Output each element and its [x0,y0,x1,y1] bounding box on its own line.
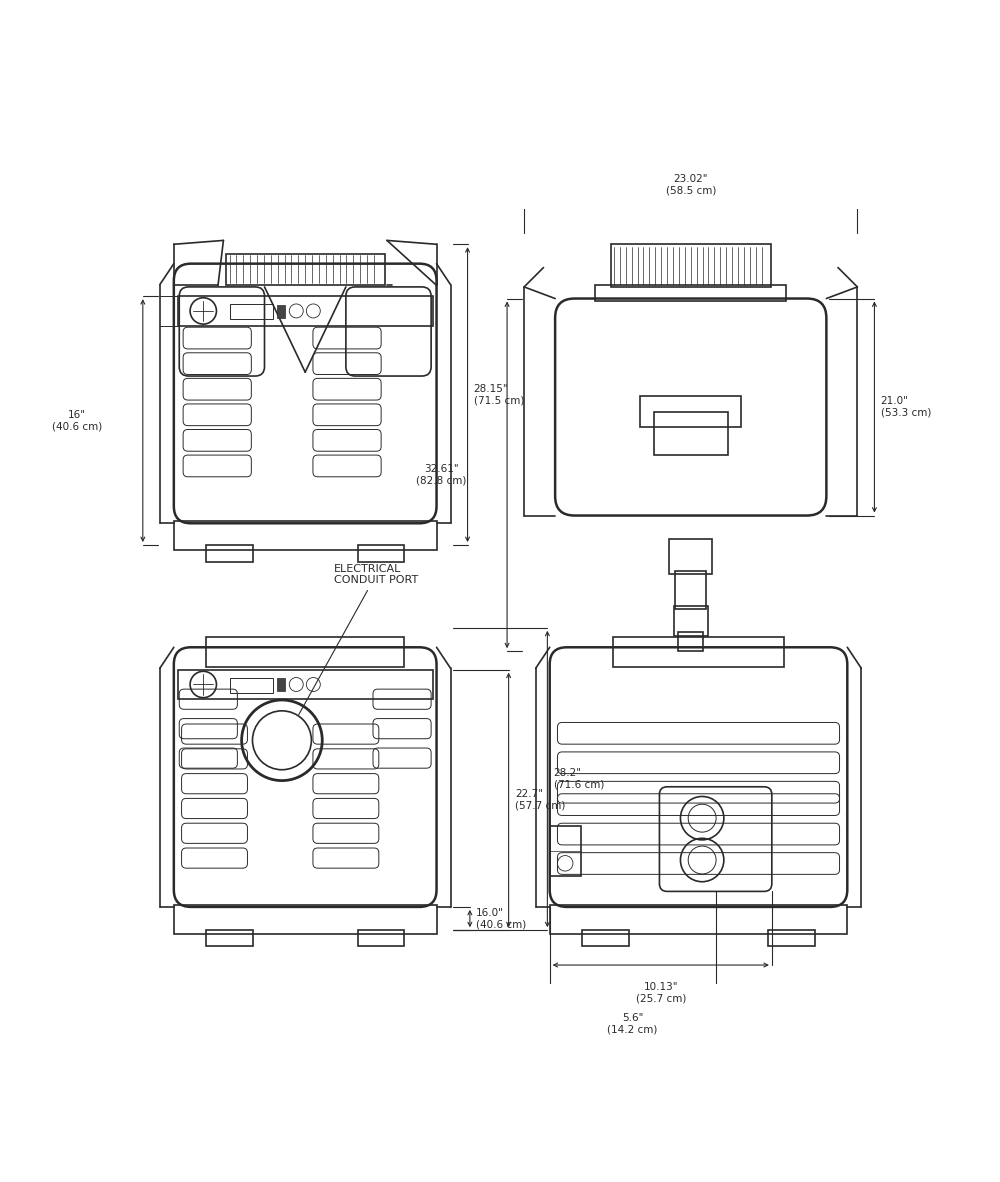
Text: 5.6"
(14.2 cm): 5.6" (14.2 cm) [607,1013,658,1034]
Bar [277,678,285,691]
Text: 32.61"
(82.8 cm): 32.61" (82.8 cm) [416,465,466,486]
Bar [174,521,437,551]
Bar [669,539,712,573]
Text: 22.7"
(57.7 cm): 22.7" (57.7 cm) [515,790,565,811]
Text: 28.15"
(71.5 cm): 28.15" (71.5 cm) [474,384,524,405]
Bar [178,670,433,700]
Bar [595,285,786,301]
Bar [582,930,629,946]
Text: 16.0"
(40.6 cm): 16.0" (40.6 cm) [476,908,526,929]
Bar [674,606,708,636]
Bar [550,825,581,876]
Bar [358,930,404,946]
Text: 28.2"
(71.6 cm): 28.2" (71.6 cm) [554,768,604,790]
Text: 16"
(40.6 cm): 16" (40.6 cm) [52,410,102,431]
Bar [277,305,285,318]
FancyBboxPatch shape [559,303,822,512]
Bar [206,637,404,667]
Bar [768,930,815,946]
Bar [230,677,273,693]
Bar [550,904,847,934]
Bar [675,571,706,609]
Bar [640,396,741,428]
Text: ELECTRICAL
CONDUIT PORT: ELECTRICAL CONDUIT PORT [299,564,418,715]
Text: 23.02"
(58.5 cm): 23.02" (58.5 cm) [666,174,716,195]
Bar [678,632,703,651]
Bar [230,304,273,319]
Bar [358,545,404,561]
Bar [226,254,385,285]
Bar [206,545,253,561]
Bar [206,930,253,946]
Bar [613,637,784,667]
Bar [178,297,433,326]
Bar [611,245,771,287]
Bar [654,413,728,455]
Text: 21.0"
(53.3 cm): 21.0" (53.3 cm) [881,396,931,417]
Bar [174,904,437,934]
Text: 10.13"
(25.7 cm): 10.13" (25.7 cm) [636,982,686,1004]
